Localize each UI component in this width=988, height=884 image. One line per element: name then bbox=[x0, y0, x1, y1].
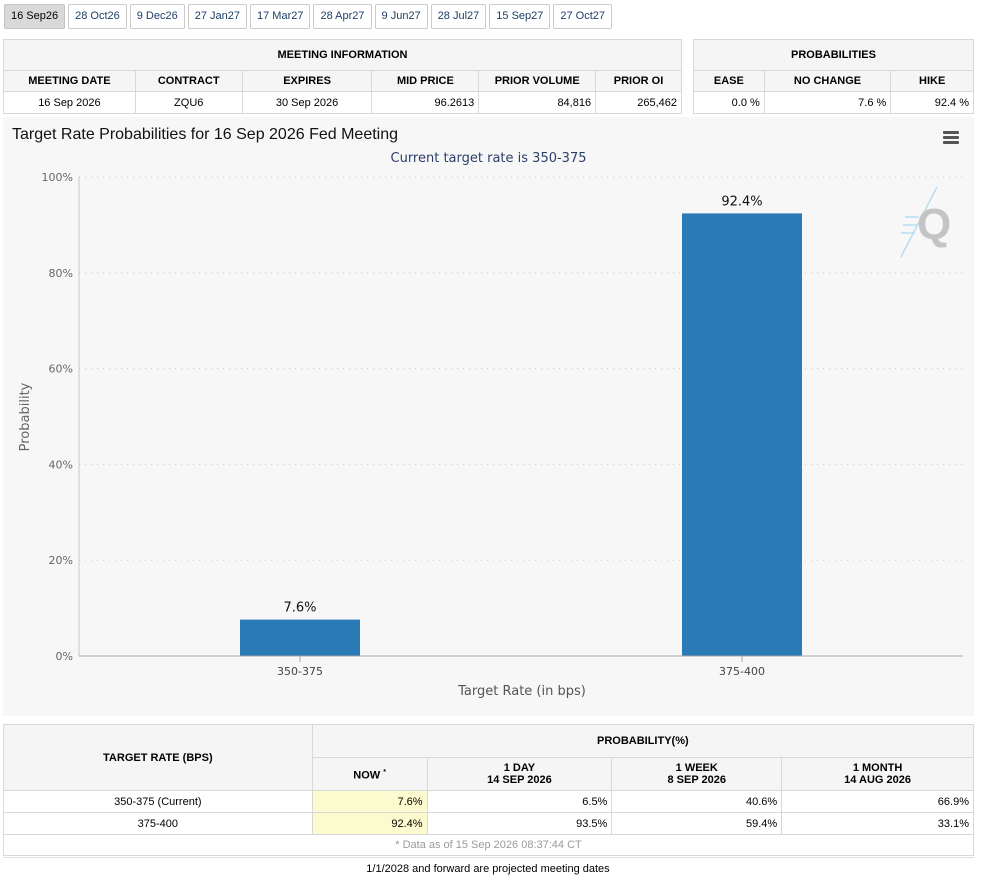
contract-value: ZQU6 bbox=[134, 91, 243, 114]
mid-price-value: 96.2613 bbox=[371, 91, 480, 114]
meeting-info-title: MEETING INFORMATION bbox=[3, 39, 682, 71]
chart-subtitle: Current target rate is 350-375 bbox=[390, 151, 587, 166]
col-contract: CONTRACT bbox=[134, 70, 243, 92]
one-month-header: 1 MONTH 14 AUG 2026 bbox=[781, 757, 974, 791]
y-tick-label: 40% bbox=[49, 458, 73, 471]
prior-oi-value: 265,462 bbox=[595, 91, 682, 114]
data-labels: 7.6% 92.4% bbox=[283, 194, 762, 615]
col-prior-oi: PRIOR OI bbox=[595, 70, 682, 92]
rate-cell: 375-400 bbox=[3, 812, 313, 835]
y-axis-ticks: 0% 20% 40% 60% 80% 100% bbox=[42, 171, 73, 663]
meeting-info-row: 16 Sep 2026 ZQU6 30 Sep 2026 96.2613 84,… bbox=[3, 91, 682, 114]
x-tick-label: 350-375 bbox=[277, 665, 323, 678]
one-month-cell: 66.9% bbox=[781, 790, 974, 813]
projected-dates-note: 1/1/2028 and forward are projected meeti… bbox=[366, 863, 610, 875]
col-expires: EXPIRES bbox=[241, 70, 373, 92]
tab-28-apr27[interactable]: 28 Apr27 bbox=[313, 4, 372, 29]
footer-divider bbox=[3, 857, 974, 858]
y-tick-label: 80% bbox=[49, 267, 73, 280]
q-logo-icon: Q bbox=[900, 186, 951, 258]
probabilities-table: PROBABILITIES EASE NO CHANGE HIKE 0.0 % … bbox=[693, 39, 974, 114]
tab-28-oct26[interactable]: 28 Oct26 bbox=[68, 4, 127, 29]
now-cell: 7.6% bbox=[311, 790, 428, 813]
table-row: 375-400 92.4% 93.5% 59.4% 33.1% bbox=[3, 812, 974, 835]
chart-title: Target Rate Probabilities for 16 Sep 202… bbox=[12, 126, 399, 143]
col-prior-volume: PRIOR VOLUME bbox=[478, 70, 597, 92]
col-mid-price: MID PRICE bbox=[371, 70, 480, 92]
one-month-cell: 33.1% bbox=[781, 812, 974, 835]
x-tick-label: 375-400 bbox=[719, 665, 765, 678]
one-week-cell: 40.6% bbox=[611, 790, 783, 813]
data-timestamp-note: * Data as of 15 Sep 2026 08:37:44 CT bbox=[3, 834, 974, 856]
bar-chart: 0% 20% 40% 60% 80% 100% 7.6% 92.4% 350-375 375-… bbox=[18, 171, 963, 699]
hike-value: 92.4 % bbox=[890, 91, 974, 114]
ease-value: 0.0 % bbox=[693, 91, 765, 114]
y-tick-label: 20% bbox=[49, 554, 73, 567]
col-hike: HIKE bbox=[890, 70, 974, 92]
now-header: NOW * bbox=[311, 757, 428, 791]
prior-volume-value: 84,816 bbox=[478, 91, 597, 114]
chart-panel: Target Rate Probabilities for 16 Sep 202… bbox=[3, 117, 974, 716]
data-label: 92.4% bbox=[721, 194, 762, 209]
probabilities-row: 0.0 % 7.6 % 92.4 % bbox=[693, 91, 974, 114]
tab-17-mar27[interactable]: 17 Mar27 bbox=[250, 4, 311, 29]
tab-27-jan27[interactable]: 27 Jan27 bbox=[187, 4, 247, 29]
x-axis-ticks: 350-375 375-400 bbox=[277, 656, 765, 678]
y-axis-title: Probability bbox=[18, 382, 33, 451]
tab-9-jun27[interactable]: 9 Jun27 bbox=[374, 4, 428, 29]
one-day-cell: 93.5% bbox=[426, 812, 613, 835]
tab-16-sep26[interactable]: 16 Sep26 bbox=[4, 4, 66, 29]
meeting-date-value: 16 Sep 2026 bbox=[3, 91, 136, 114]
bar-350-375[interactable] bbox=[240, 619, 360, 656]
no-change-value: 7.6 % bbox=[763, 91, 892, 114]
y-tick-label: 100% bbox=[42, 171, 73, 184]
col-no-change: NO CHANGE bbox=[763, 70, 892, 92]
x-axis-title: Target Rate (in bps) bbox=[457, 684, 586, 699]
rate-cell: 350-375 (Current) bbox=[3, 790, 313, 813]
y-tick-label: 0% bbox=[56, 650, 73, 663]
tab-9-dec26[interactable]: 9 Dec26 bbox=[129, 4, 185, 29]
expires-value: 30 Sep 2026 bbox=[241, 91, 373, 114]
data-label: 7.6% bbox=[283, 601, 316, 616]
table-row: 350-375 (Current) 7.6% 6.5% 40.6% 66.9% bbox=[3, 790, 974, 813]
bars bbox=[240, 213, 802, 656]
svg-text:Q: Q bbox=[917, 200, 951, 249]
probability-header: PROBABILITY(%) bbox=[311, 724, 975, 758]
target-rate-header: TARGET RATE (BPS) bbox=[3, 724, 313, 791]
one-day-cell: 6.5% bbox=[426, 790, 613, 813]
now-cell: 92.4% bbox=[311, 812, 428, 835]
hamburger-menu-icon[interactable] bbox=[943, 131, 959, 145]
col-ease: EASE bbox=[693, 70, 765, 92]
meeting-info-table: MEETING INFORMATION MEETING DATE CONTRAC… bbox=[3, 39, 682, 114]
tab-28-jul27[interactable]: 28 Jul27 bbox=[430, 4, 487, 29]
tab-15-sep27[interactable]: 15 Sep27 bbox=[489, 4, 551, 29]
meeting-tabs: 16 Sep26 28 Oct26 9 Dec26 27 Jan27 17 Ma… bbox=[4, 4, 613, 29]
one-week-cell: 59.4% bbox=[611, 812, 783, 835]
one-day-header: 1 DAY 14 SEP 2026 bbox=[426, 757, 613, 791]
target-rate-table: TARGET RATE (BPS) PROBABILITY(%) NOW * 1… bbox=[3, 724, 975, 856]
bar-375-400[interactable] bbox=[682, 213, 802, 656]
probabilities-title: PROBABILITIES bbox=[693, 39, 974, 71]
one-week-header: 1 WEEK 8 SEP 2026 bbox=[611, 757, 783, 791]
tab-27-oct27[interactable]: 27 Oct27 bbox=[553, 4, 613, 29]
col-meeting-date: MEETING DATE bbox=[3, 70, 136, 92]
y-tick-label: 60% bbox=[49, 363, 73, 376]
grid-lines bbox=[79, 176, 963, 561]
